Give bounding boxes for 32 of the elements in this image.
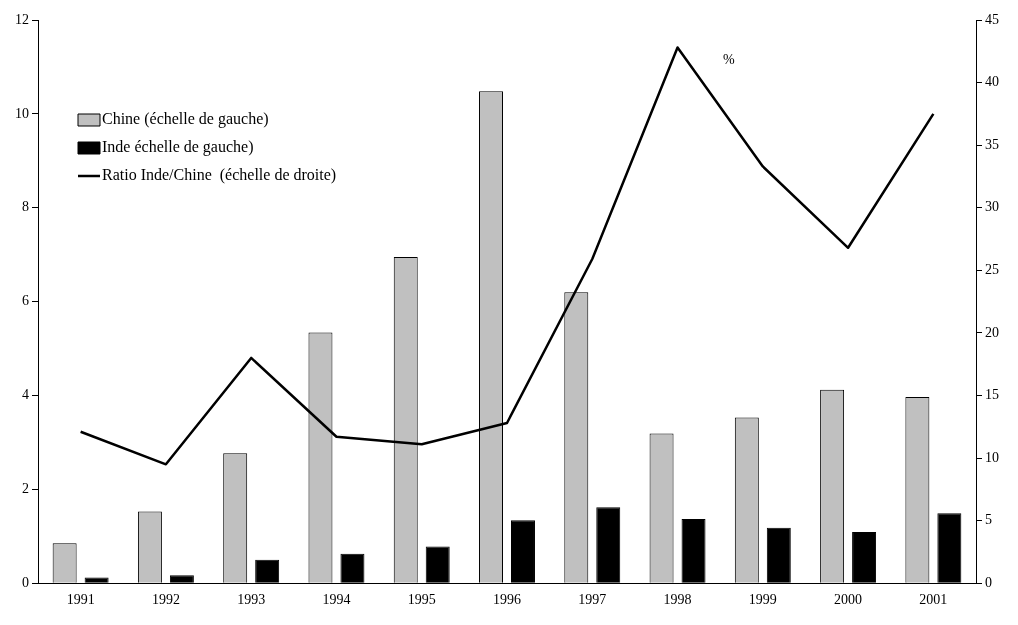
x-tick-label: 1999 (748, 592, 777, 608)
y-tick-label: 8 (22, 199, 29, 215)
y-tick-label: 6 (22, 293, 29, 309)
y-tick-label: 12 (15, 11, 29, 27)
y2-tick-label: 5 (985, 512, 992, 528)
x-tick-label: 1995 (407, 592, 436, 608)
y2-tick-label: 25 (985, 261, 999, 277)
y-tick-label: 2 (22, 481, 29, 497)
y2-tick-label: 15 (985, 387, 999, 403)
legend-label: Chine (échelle de gauche) (102, 110, 269, 129)
x-tick-label: 1994 (322, 592, 351, 608)
y2-axis-title: % (722, 51, 735, 67)
legend-label: Inde échelle de gauche) (102, 138, 254, 157)
y2-tick-label: 0 (985, 574, 992, 590)
y2-tick-label: 30 (985, 199, 999, 215)
x-tick-label: 1997 (578, 592, 607, 608)
y-tick-label: 0 (22, 574, 29, 590)
y-tick-label: 4 (22, 387, 29, 403)
x-tick-label: 1996 (493, 592, 521, 608)
x-tick-label: 2000 (834, 592, 863, 608)
y-tick-label: 10 (15, 105, 29, 121)
x-tick-label: 1992 (151, 592, 180, 608)
legend-label: Ratio Inde/Chine (échelle de droite) (102, 166, 337, 185)
y2-tick-label: 35 (985, 136, 999, 152)
y2-tick-label: 45 (985, 11, 999, 27)
x-tick-label: 2001 (919, 592, 948, 608)
y2-tick-label: 10 (985, 449, 999, 465)
x-tick-label: 1991 (66, 592, 95, 608)
y2-tick-label: 40 (985, 74, 999, 90)
x-tick-label: 1998 (663, 592, 692, 608)
x-tick-label: 1993 (237, 592, 266, 608)
y2-tick-label: 20 (985, 324, 999, 340)
